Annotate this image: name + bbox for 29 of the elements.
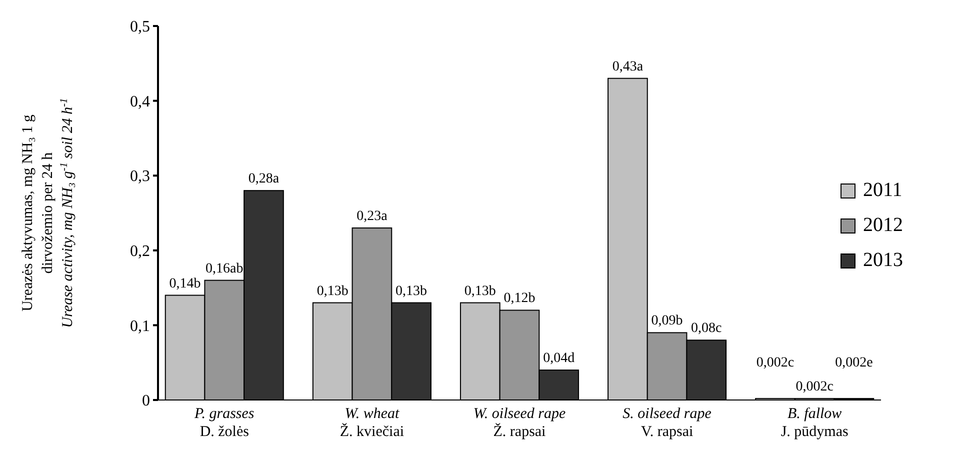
data-label: 0,002c — [756, 356, 794, 371]
x-tick-label: P. grasses D. žolės — [194, 406, 254, 440]
y-tick-label: 0,1 — [130, 318, 150, 335]
data-label: 0,002e — [835, 356, 873, 371]
data-label: 0,09b — [651, 314, 683, 329]
data-label: 0,08c — [691, 321, 722, 336]
data-label: 0,28a — [248, 172, 280, 187]
y-tick-label: 0,2 — [130, 243, 150, 260]
x-tick-label: W. oilseed rape Ž. rapsai — [473, 406, 566, 440]
data-label: 0,04d — [543, 351, 575, 366]
x-tick-label: S. oilseed rape V. rapsai — [622, 406, 712, 440]
legend-label: 2013 — [863, 249, 903, 271]
legend-label: 2012 — [863, 214, 903, 236]
y-tick-label: 0 — [142, 392, 150, 410]
x-tick-label: B. fallow J. pūdymas — [780, 406, 849, 440]
data-label: 0,002c — [796, 380, 834, 395]
data-label: 0,43a — [612, 59, 644, 74]
data-label: 0,23a — [356, 208, 388, 224]
y-tick-label: 0,4 — [130, 93, 150, 110]
y-tick-label: 0,5 — [130, 18, 150, 36]
data-label: 0,12b — [504, 291, 536, 306]
data-label: 0,13b — [464, 284, 496, 299]
y-tick-label: 0,3 — [130, 168, 150, 186]
data-label: 0,14b — [169, 276, 201, 292]
data-label: 0,16ab — [206, 261, 244, 276]
legend-label: 2011 — [863, 179, 902, 201]
data-label: 0,13b — [316, 284, 348, 299]
x-tick-label: W. wheat Ž. kviečiai — [340, 406, 404, 440]
data-label: 0,13b — [396, 284, 428, 299]
